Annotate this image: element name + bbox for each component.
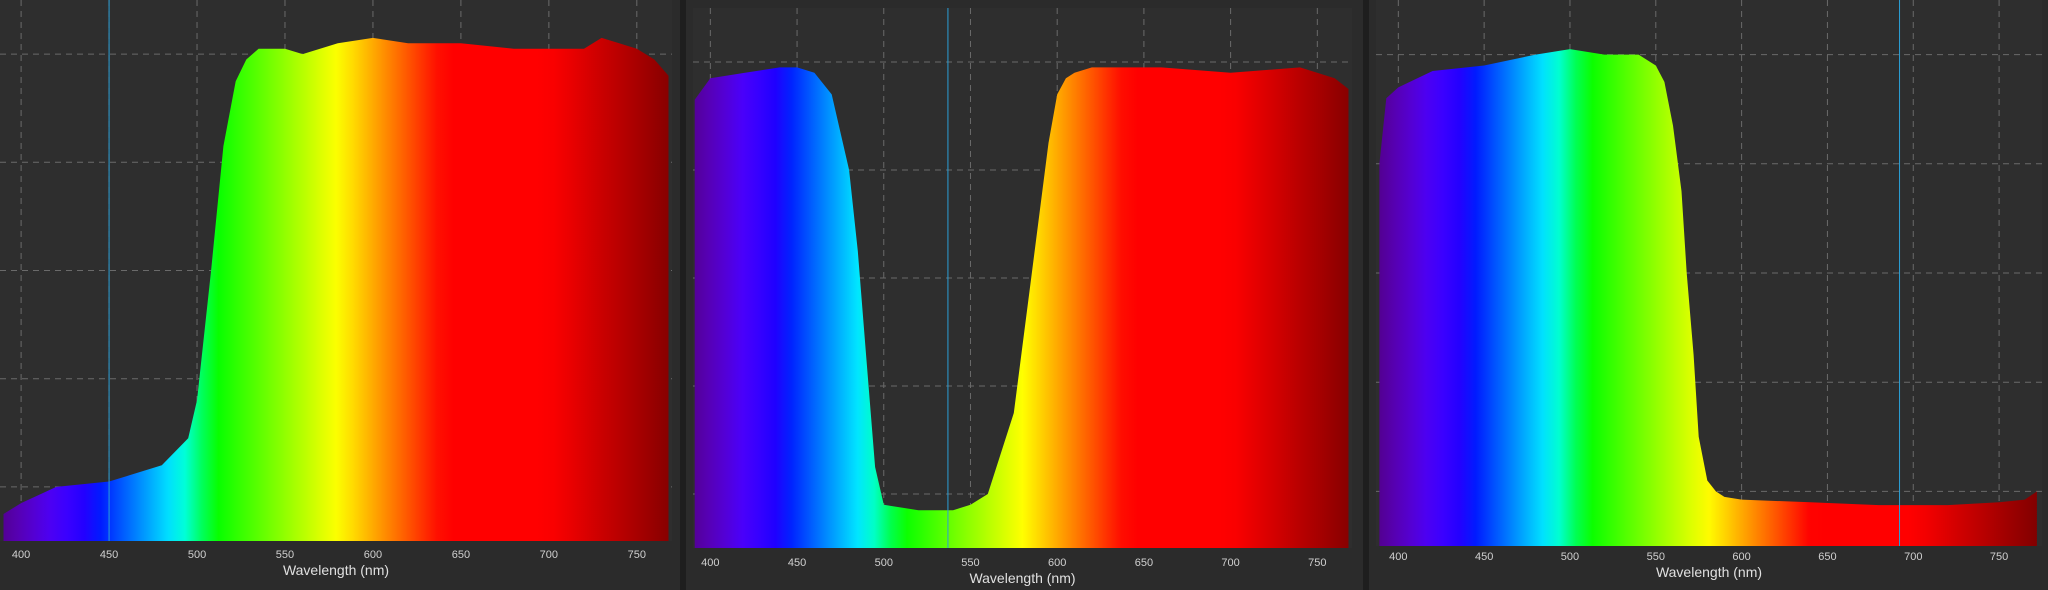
x-tick-label: 500 — [188, 549, 206, 561]
spectrum-panel-2: 400 450 500 550 600 650 700 750 Wavelength (nm) — [693, 8, 1352, 586]
x-tick-label: 450 — [788, 557, 806, 569]
x-tick-label: 500 — [1561, 551, 1579, 563]
x-tick-label: 500 — [875, 557, 893, 569]
x-axis-label: Wavelength (nm) — [1656, 564, 1762, 580]
spectrum-area — [694, 67, 1349, 549]
x-tick-label: 700 — [1904, 551, 1922, 563]
x-tick-label: 750 — [1990, 551, 2008, 563]
x-tick-label: 400 — [1389, 551, 1407, 563]
x-axis-label: Wavelength (nm) — [283, 562, 389, 578]
x-tick-label: 450 — [100, 549, 118, 561]
x-axis-label: Wavelength (nm) — [969, 570, 1075, 586]
spectrum-panel-3: 400 450 500 550 600 650 700 750 Wavelength (nm) — [1376, 0, 2042, 580]
x-tick-label: 700 — [1221, 557, 1239, 569]
x-tick-label: 750 — [628, 549, 646, 561]
x-tick-label: 400 — [12, 549, 30, 561]
x-tick-label: 550 — [276, 549, 294, 561]
x-tick-label: 750 — [1308, 557, 1326, 569]
x-tick-label: 550 — [1647, 551, 1665, 563]
spectrum-panel-1: 400 450 500 550 600 650 700 750 Wavelength (nm) — [0, 0, 672, 578]
x-tick-label: 600 — [1732, 551, 1750, 563]
x-tick-label: 700 — [540, 549, 558, 561]
x-tick-label: 550 — [961, 557, 979, 569]
x-tick-label: 600 — [364, 549, 382, 561]
spectrum-area — [3, 37, 669, 542]
x-tick-label: 450 — [1475, 551, 1493, 563]
x-tick-label: 650 — [1135, 557, 1153, 569]
spectrum-area — [1379, 49, 2037, 546]
x-tick-label: 400 — [701, 557, 719, 569]
x-tick-label: 650 — [1818, 551, 1836, 563]
x-tick-label: 650 — [452, 549, 470, 561]
x-tick-label: 600 — [1048, 557, 1066, 569]
